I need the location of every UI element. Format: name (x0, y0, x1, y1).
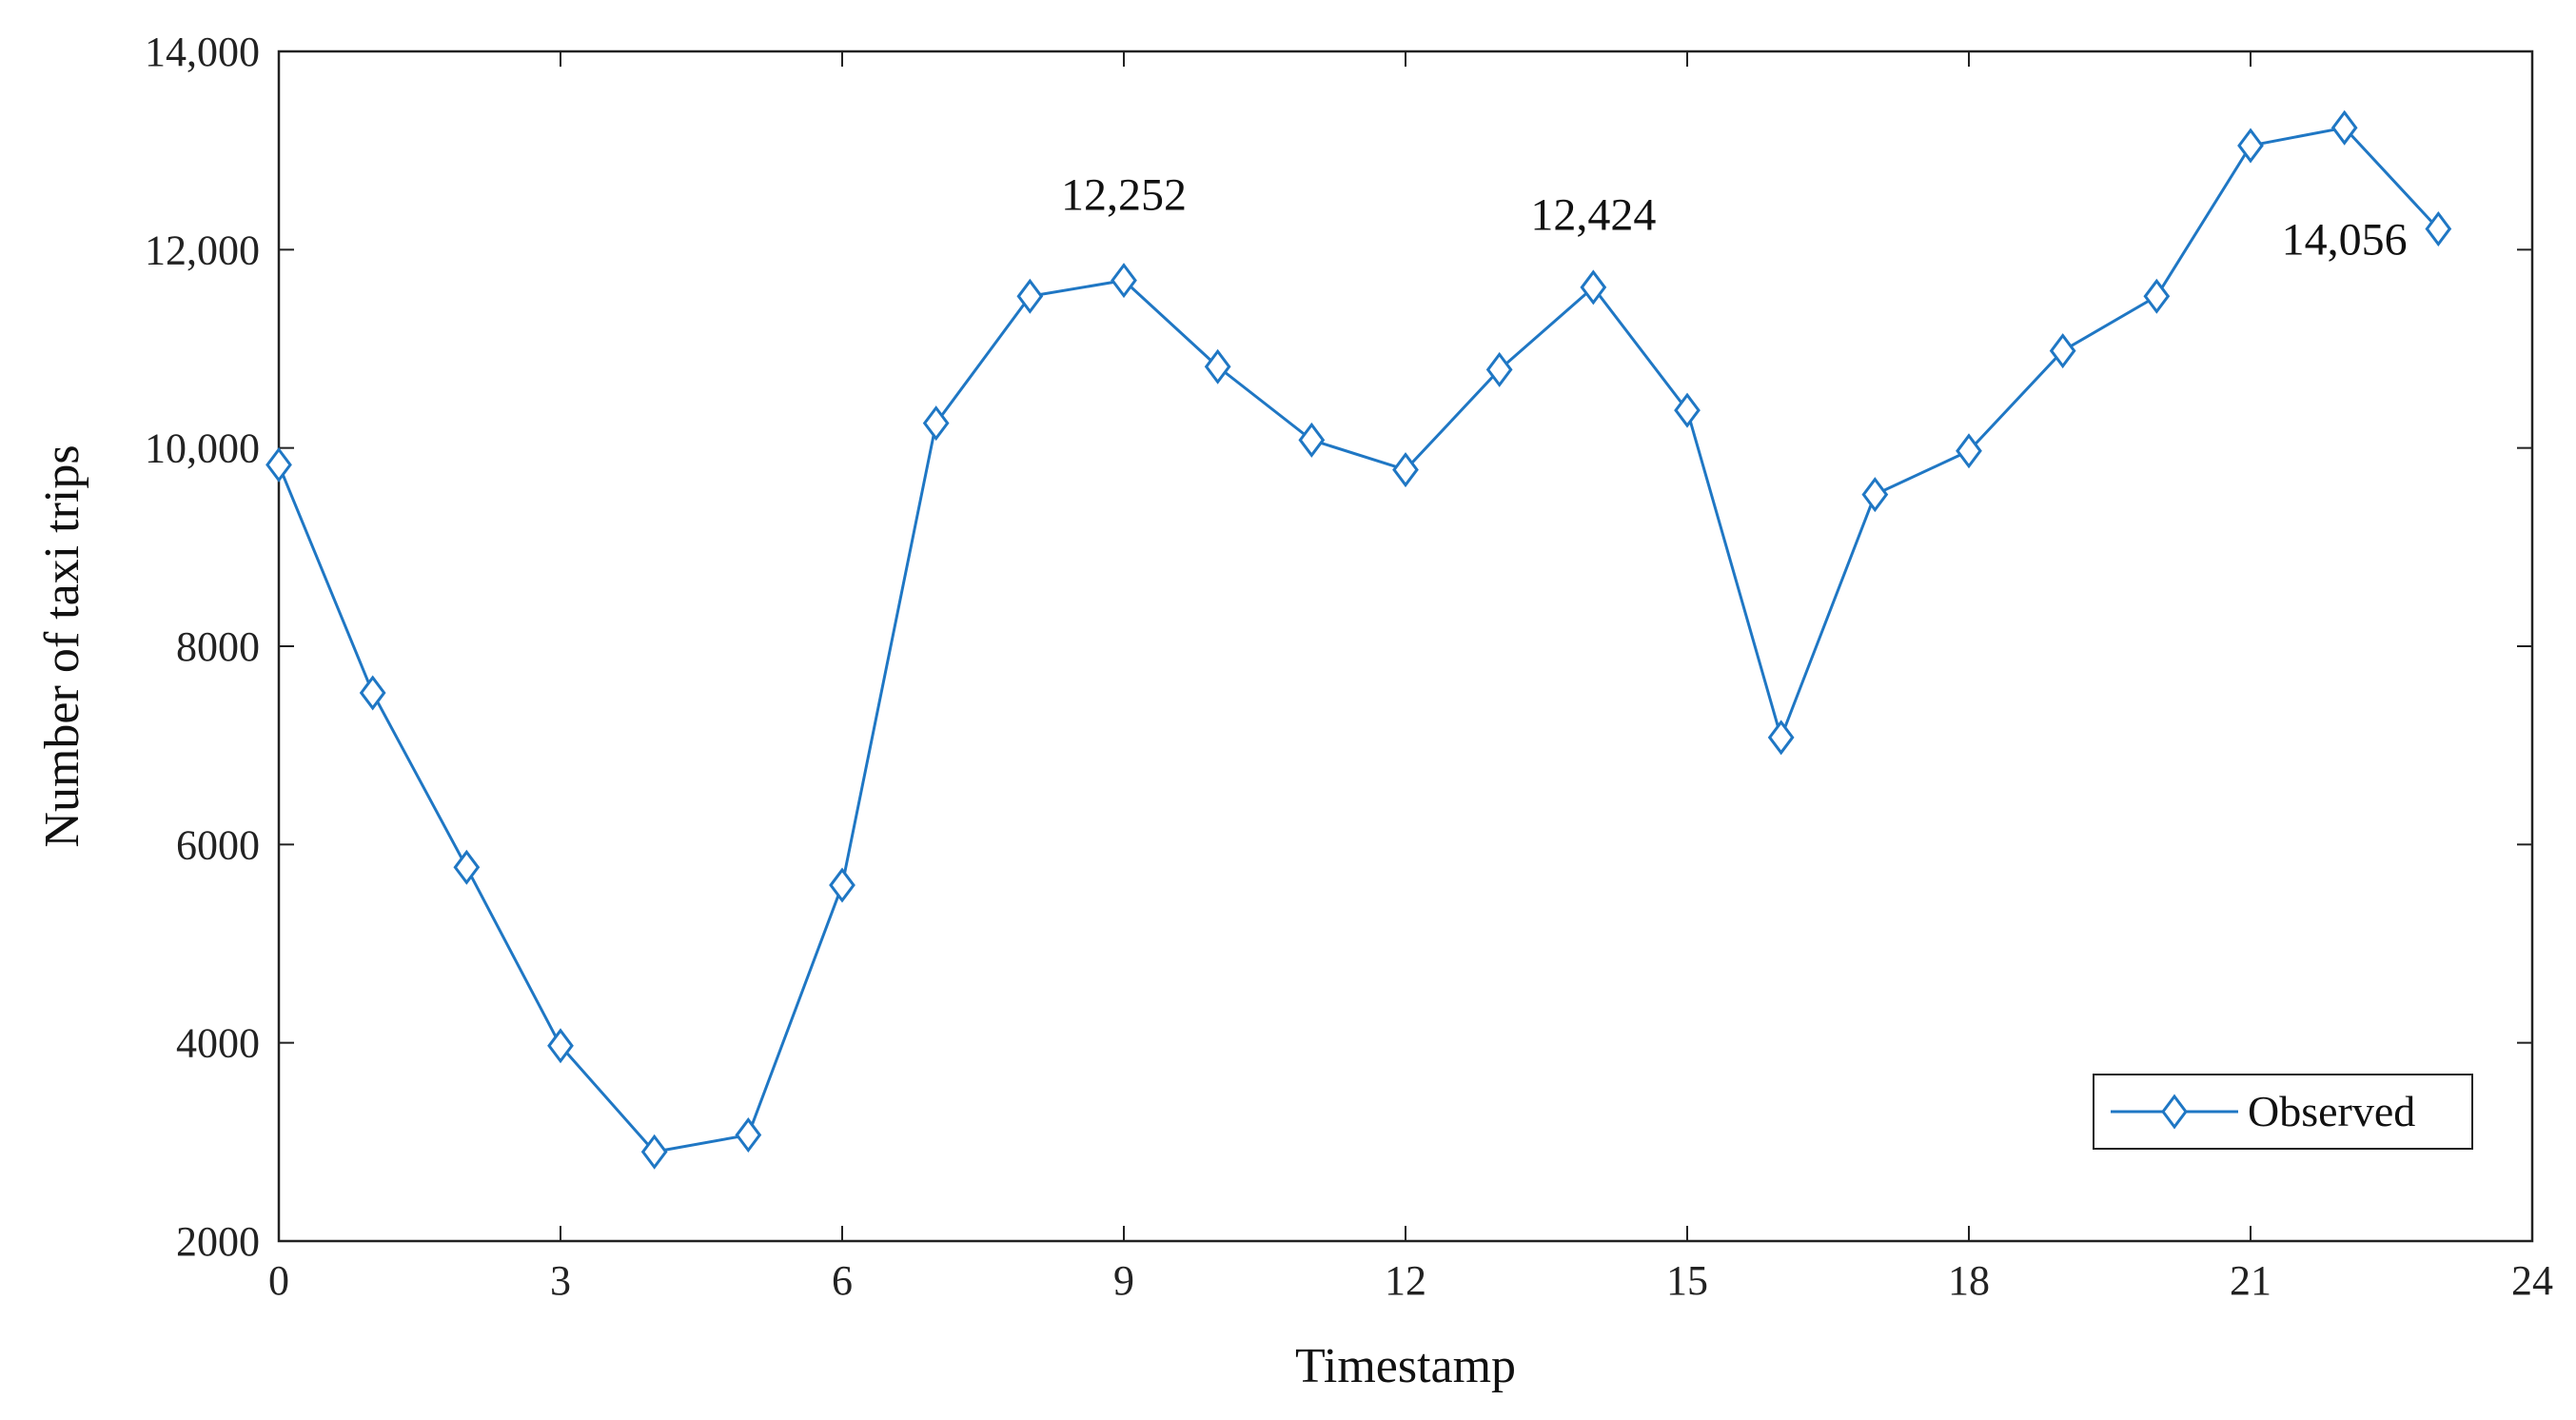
data-point (2425, 210, 2452, 247)
x-tick-label: 3 (550, 1257, 571, 1304)
data-point (265, 446, 292, 483)
data-point (1392, 452, 1419, 488)
data-point (735, 1117, 762, 1154)
x-tick-label: 15 (1666, 1257, 1708, 1304)
x-axis-title: Timestamp (1295, 1339, 1516, 1393)
legend: Observed (2093, 1074, 2473, 1150)
series-line-observed (277, 126, 2440, 1154)
data-point (1204, 348, 1231, 385)
x-tick-label: 24 (2511, 1257, 2553, 1304)
data-point (547, 1028, 574, 1064)
data-point (2330, 109, 2358, 146)
x-tick-label: 6 (832, 1257, 853, 1304)
annotation-layer: 12,252 12,424 14,056 (1061, 170, 2408, 266)
data-point (1956, 433, 1982, 469)
series-layer (265, 109, 2452, 1170)
data-point (1298, 422, 1326, 458)
data-point (453, 849, 481, 885)
y-tick-label: 14,000 (145, 29, 260, 75)
y-axis: 2000 4000 6000 8000 10,000 12,000 14,000 (145, 29, 2532, 1265)
y-tick-label: 2000 (176, 1218, 260, 1265)
data-point (829, 867, 855, 903)
data-point (2143, 278, 2171, 314)
y-tick-label: 10,000 (145, 425, 260, 472)
x-tick-label: 0 (268, 1257, 289, 1304)
plot-area (277, 49, 2534, 1243)
data-point (1861, 477, 1889, 513)
data-point (1674, 392, 1701, 428)
data-annotation: 14,056 (2282, 215, 2408, 266)
data-point (2237, 128, 2264, 164)
y-axis-title: Number of taxi trips (35, 444, 89, 847)
y-tick-label: 12,000 (145, 227, 260, 273)
y-tick-label: 8000 (176, 623, 260, 670)
data-point (922, 405, 950, 442)
data-point (1016, 278, 1044, 314)
data-point (640, 1134, 668, 1170)
data-annotation: 12,252 (1061, 170, 1187, 221)
x-tick-label: 12 (1385, 1257, 1426, 1304)
data-annotation: 12,424 (1530, 190, 1656, 241)
x-tick-label: 9 (1113, 1257, 1134, 1304)
data-point (1111, 263, 1137, 299)
data-point (1485, 351, 1513, 387)
data-point (1767, 720, 1795, 756)
legend-diamond-icon (2161, 1094, 2188, 1130)
data-point (359, 675, 386, 711)
y-tick-label: 4000 (176, 1020, 260, 1067)
data-point (2049, 333, 2076, 369)
x-tick-label: 21 (2230, 1257, 2271, 1304)
legend-label: Observed (2248, 1087, 2415, 1135)
data-point (1580, 269, 1607, 306)
y-tick-label: 6000 (176, 821, 260, 868)
x-axis: 0 3 6 9 12 15 18 21 24 (268, 51, 2553, 1304)
x-tick-label: 18 (1948, 1257, 1990, 1304)
